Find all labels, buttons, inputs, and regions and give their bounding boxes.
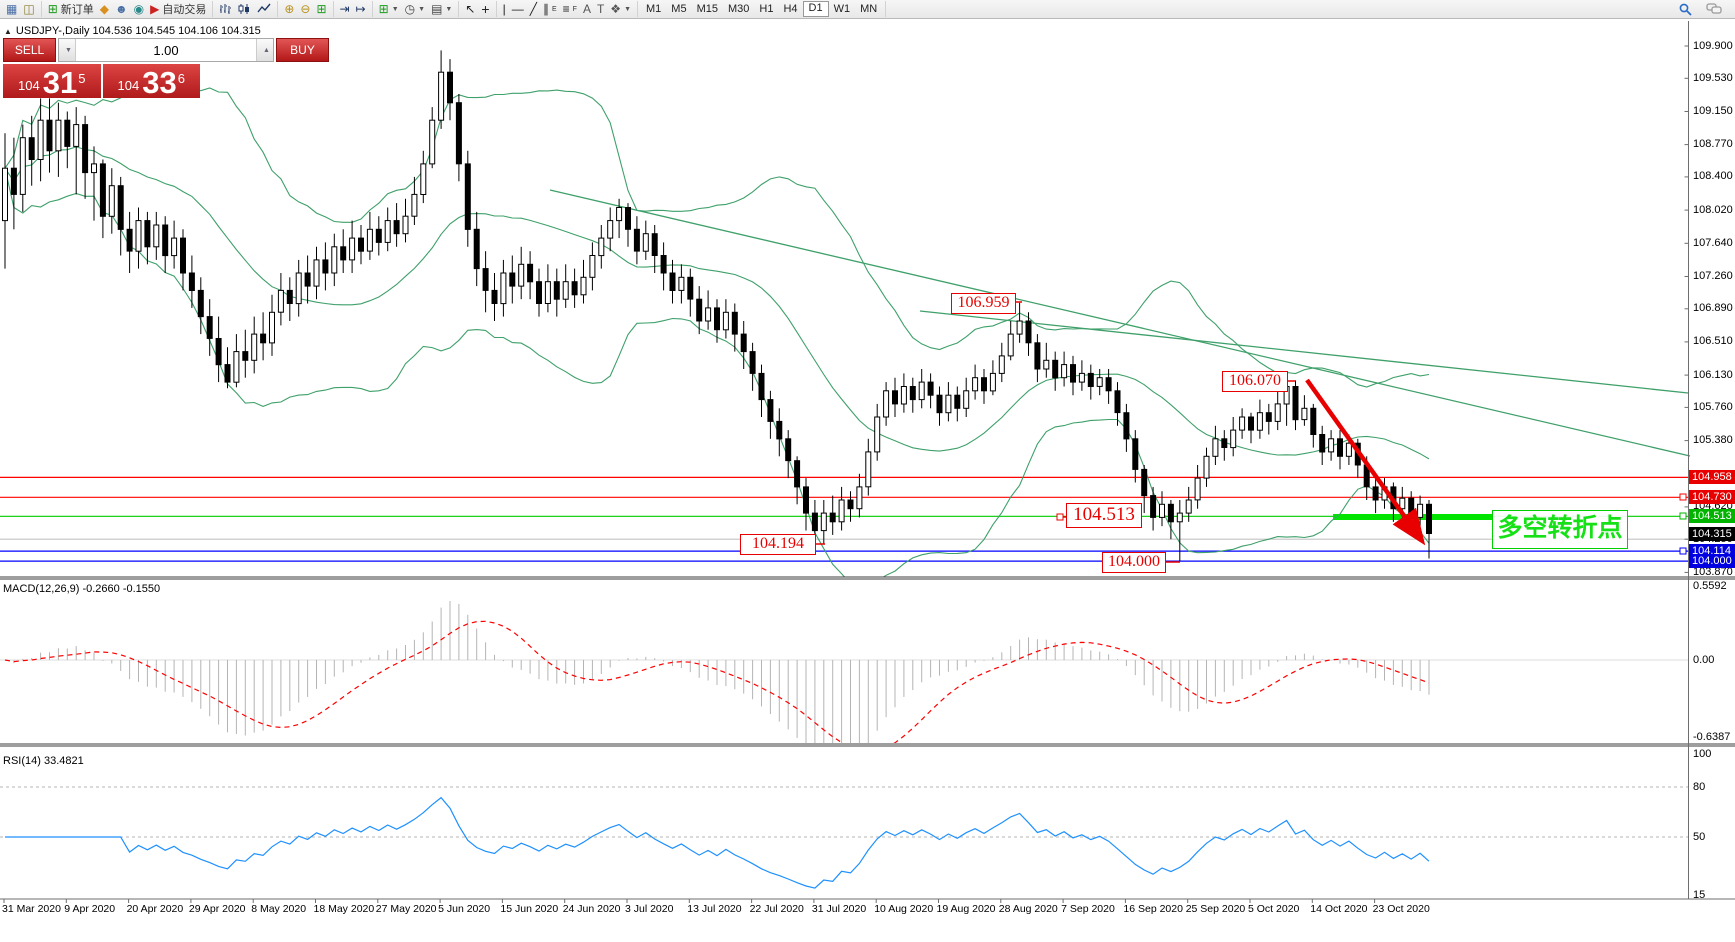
horizontal-line-icon[interactable]: — [511,2,524,16]
buy-button[interactable]: BUY [276,38,329,62]
charts-list-icon[interactable]: ▦ [6,2,18,16]
zoom-out-icon[interactable]: ⊖ [300,2,311,16]
buy-price[interactable]: 104 33 6 [102,64,200,98]
tile-windows-icon[interactable]: ⊞ [316,2,327,16]
rsi-panel [0,786,1688,889]
search-icon[interactable] [1676,1,1695,17]
timeframe-w1-button[interactable]: W1 [833,3,851,15]
zoom-in-icon[interactable]: ⊕ [284,2,295,16]
price-annotation-104.000[interactable]: 104.000 [1102,552,1166,573]
chart-shift-icon[interactable]: ↦ [355,2,366,16]
price-annotation-104.513[interactable]: 104.513 [1066,503,1142,528]
price-annotation-106.959[interactable]: 106.959 [951,293,1016,314]
crosshair-icon[interactable]: + [481,1,490,17]
metaeditor-icon[interactable]: ☻ [114,2,128,16]
sell-button[interactable]: SELL [3,38,56,62]
line-chart-icon[interactable] [254,1,274,17]
fibonacci-icon[interactable]: ≡ F [562,2,577,16]
volume-stepper: ▼ ▲ [58,38,274,62]
cursor-icon[interactable]: ↖ [465,2,476,16]
sell-price[interactable]: 104 31 5 [3,64,101,98]
arrows-icon[interactable]: ❖ ▼ [610,2,631,16]
trendline-1[interactable] [549,189,1691,457]
timeframe-m15-button[interactable]: M15 [696,3,718,15]
period-clock-icon[interactable]: ◷ ▼ [404,2,426,16]
auto-trading-button[interactable]: ▶ 自动交易 [150,2,207,16]
volume-down-button[interactable]: ▼ [59,39,76,61]
price-annotation-104.194[interactable]: 104.194 [740,534,816,555]
candlestick-chart-icon[interactable] [235,1,254,17]
candles [2,50,1432,562]
trendline-icon[interactable]: ╱ [529,2,537,16]
chat-icon[interactable] [1703,1,1725,17]
vertical-line-icon[interactable]: | [502,2,506,16]
channel-icon[interactable]: ∥ E [542,2,557,16]
bar-chart-icon[interactable] [216,1,235,17]
timeframe-mn-button[interactable]: MN [860,3,878,15]
price-annotation-106.070[interactable]: 106.070 [1222,371,1288,392]
timeframe-m1-button[interactable]: M1 [646,3,662,15]
toolbar: ▦ ◫ ⊞ 新订单 ◆ ☻ ◉ ▶ 自动交易 ⊕ ⊖ ⊞ ⇥ ↦ ⊞ ▼ ◷ ▼ ▤ ▼ ↖ + | — ╱ ∥ E ≡ F A T ❖ ▼ M1… [0,0,1735,19]
timeframe-m30-button[interactable]: M30 [727,3,750,15]
data-window-icon[interactable]: ◫ [23,2,35,16]
styles-bucket-icon[interactable]: ◆ [99,2,109,16]
down-arrow[interactable] [1305,378,1426,546]
note-box[interactable]: 多空转折点 [1492,510,1628,549]
text-label-icon[interactable]: T [596,2,605,16]
timeframe-h1-button[interactable]: H1 [759,3,774,15]
volume-up-button[interactable]: ▲ [256,39,273,61]
templates-icon[interactable]: ▤ ▼ [431,2,453,16]
indicators-button[interactable]: ⊞ ▼ [378,2,399,16]
trendline-2[interactable] [919,310,1689,394]
volume-input[interactable] [76,39,256,61]
text-icon[interactable]: A [582,2,591,16]
auto-scroll-icon[interactable]: ⇥ [339,2,350,16]
macd-panel [0,601,1688,743]
timeframe-d1-button[interactable]: D1 [802,1,829,17]
new-order-button[interactable]: ⊞ 新订单 [47,2,94,16]
signals-icon[interactable]: ◉ [133,2,145,16]
timeframe-h4-button[interactable]: H4 [783,3,798,15]
timeframe-m5-button[interactable]: M5 [671,3,687,15]
